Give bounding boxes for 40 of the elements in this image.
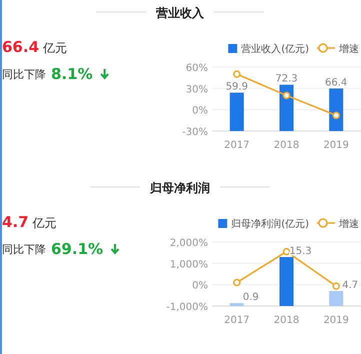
- data-label: 66.4: [325, 78, 348, 89]
- point: [282, 248, 290, 256]
- x-tick-label: 2017: [224, 140, 250, 151]
- text: 8.1%: [51, 65, 93, 83]
- data-label: 4.7: [342, 280, 358, 291]
- point: [233, 70, 241, 78]
- point: [282, 92, 290, 100]
- point: [332, 282, 340, 290]
- x-tick-label: 2017: [224, 315, 250, 326]
- x-tick-label: 2018: [274, 140, 300, 151]
- chart-title: 营业收入: [155, 6, 205, 20]
- y-tick-label: -30%: [182, 127, 208, 138]
- data-label: 59.9: [226, 82, 248, 93]
- y-tick-label: 30%: [186, 84, 208, 96]
- text: 69.1%: [51, 240, 104, 258]
- point: [332, 112, 340, 120]
- text: 同比下降: [2, 68, 46, 81]
- y-tick-label: 0%: [192, 280, 208, 292]
- y-tick-label: 0%: [192, 106, 208, 117]
- data-label: 15.3: [289, 246, 312, 258]
- x-tick-label: 2019: [323, 140, 349, 151]
- legend-label: 增速: [338, 43, 359, 55]
- text: 4.7: [2, 213, 29, 231]
- data-label: 0.9: [242, 292, 259, 304]
- y-tick-label: 60%: [186, 63, 208, 74]
- text: 同比下降: [2, 243, 46, 256]
- point: [233, 278, 241, 286]
- text: 亿元: [42, 41, 68, 55]
- chart-title: 归母净利润: [149, 181, 210, 195]
- x-tick-label: 2019: [323, 315, 349, 326]
- text: 亿元: [32, 216, 57, 230]
- text: 66.4: [2, 38, 40, 56]
- y-tick-label: 2,000%: [170, 238, 208, 249]
- legend-label: 营业收入(亿元): [241, 43, 310, 55]
- y-tick-label: 1,000%: [170, 259, 208, 270]
- legend-label: 增速: [338, 218, 359, 230]
- data-label: 72.3: [275, 74, 298, 85]
- y-tick-label: -1,000%: [166, 302, 208, 313]
- x-tick-label: 2018: [274, 315, 300, 326]
- legend-label: 归母净利润(亿元): [231, 218, 310, 230]
